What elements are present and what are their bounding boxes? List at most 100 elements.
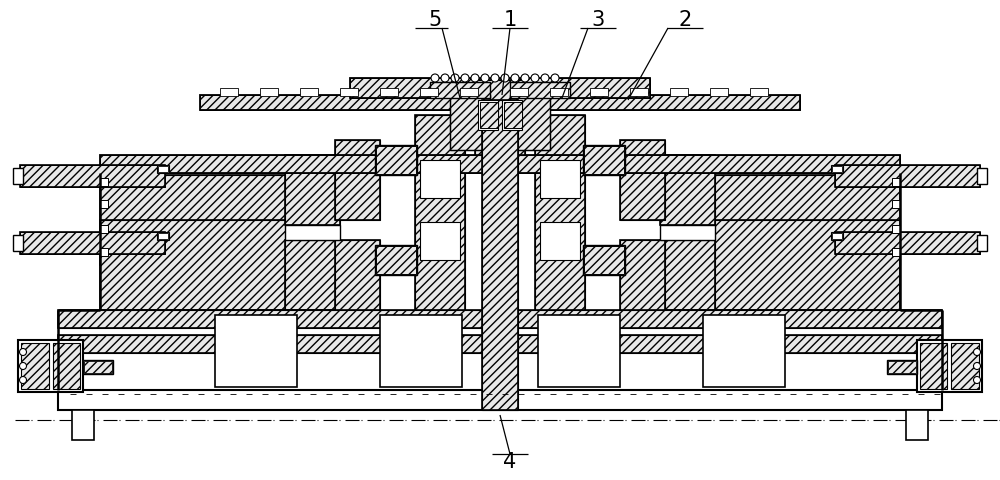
Bar (220, 88, 238, 96)
Circle shape (974, 362, 980, 370)
Bar (710, 88, 728, 96)
Bar (350, 78, 650, 98)
Bar (510, 82, 570, 98)
Bar (376, 246, 416, 274)
Bar (157, 232, 169, 240)
Bar (285, 225, 340, 240)
Bar (58, 335, 942, 353)
Bar (376, 146, 416, 174)
Bar (510, 95, 550, 150)
Circle shape (451, 74, 459, 82)
Bar (20, 232, 165, 254)
Bar (906, 410, 928, 440)
Circle shape (974, 348, 980, 356)
Bar (535, 115, 585, 315)
Bar (750, 88, 768, 96)
Circle shape (20, 362, 26, 370)
Bar (540, 222, 580, 260)
Bar (100, 225, 108, 233)
Bar (535, 115, 585, 315)
Bar (550, 88, 568, 96)
Bar (660, 225, 715, 240)
Bar (832, 233, 842, 239)
Bar (72, 410, 94, 440)
Bar (58, 335, 942, 353)
Bar (18, 340, 83, 392)
Bar (620, 140, 665, 220)
Bar (478, 100, 498, 130)
Bar (710, 175, 900, 265)
Bar (831, 232, 843, 240)
Bar (620, 240, 665, 315)
Bar (510, 88, 528, 96)
Bar (285, 240, 340, 310)
Circle shape (521, 74, 529, 82)
Bar (100, 178, 108, 186)
Bar (380, 88, 398, 96)
Bar (538, 315, 620, 387)
Bar (710, 220, 900, 310)
Bar (335, 140, 380, 220)
Bar (157, 165, 169, 173)
Bar (415, 115, 465, 315)
Bar (21, 343, 49, 389)
Bar (482, 100, 518, 410)
Bar (420, 222, 460, 260)
Bar (892, 225, 900, 233)
Bar (660, 155, 715, 225)
Bar (460, 88, 478, 96)
Bar (977, 168, 987, 184)
Bar (887, 360, 917, 374)
Bar (100, 175, 290, 265)
Bar (13, 235, 23, 251)
Text: 4: 4 (503, 452, 517, 472)
Circle shape (20, 376, 26, 384)
Circle shape (431, 74, 439, 82)
Bar (420, 88, 438, 96)
Bar (200, 95, 800, 110)
Bar (510, 82, 570, 98)
Bar (835, 165, 980, 187)
Circle shape (501, 74, 509, 82)
Bar (100, 155, 900, 173)
Circle shape (441, 74, 449, 82)
Bar (285, 155, 340, 225)
Bar (590, 88, 608, 96)
Bar (53, 343, 80, 389)
Bar (480, 102, 498, 128)
Circle shape (481, 74, 489, 82)
Bar (475, 80, 525, 155)
Bar (215, 315, 297, 387)
Bar (510, 95, 550, 150)
Bar (430, 82, 490, 98)
Bar (482, 100, 518, 410)
Bar (100, 220, 290, 310)
Bar (20, 232, 165, 254)
Bar (13, 168, 23, 184)
Circle shape (471, 74, 479, 82)
Bar (285, 240, 340, 310)
Bar (710, 175, 900, 265)
Bar (100, 155, 900, 173)
Bar (100, 200, 108, 208)
Bar (420, 160, 460, 198)
Bar (450, 95, 490, 150)
Bar (703, 315, 785, 387)
Bar (430, 82, 490, 98)
Bar (380, 315, 462, 387)
Bar (832, 166, 842, 172)
Circle shape (531, 74, 539, 82)
Bar (158, 166, 168, 172)
Bar (350, 78, 650, 98)
Bar (835, 232, 980, 254)
Bar (584, 146, 624, 174)
Bar (100, 175, 290, 265)
Bar (504, 102, 522, 128)
Circle shape (541, 74, 549, 82)
Bar (158, 233, 168, 239)
Bar (502, 100, 522, 130)
Bar (630, 88, 648, 96)
Bar (917, 340, 982, 392)
Bar (58, 390, 942, 410)
Bar (450, 95, 490, 150)
